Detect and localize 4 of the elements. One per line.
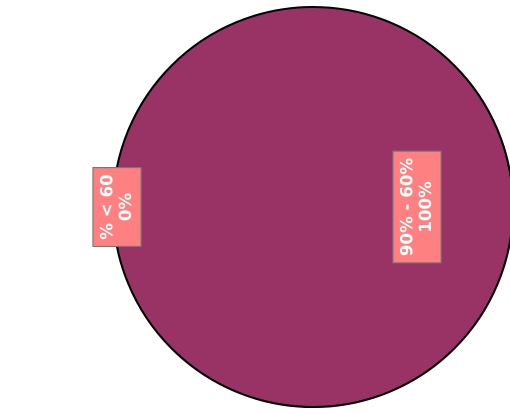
slice-label: 90% - 60% bbox=[400, 158, 413, 256]
data-label: 100% bbox=[418, 182, 432, 231]
category-label: % < 60 bbox=[100, 175, 113, 240]
text: 0% bbox=[118, 193, 132, 220]
